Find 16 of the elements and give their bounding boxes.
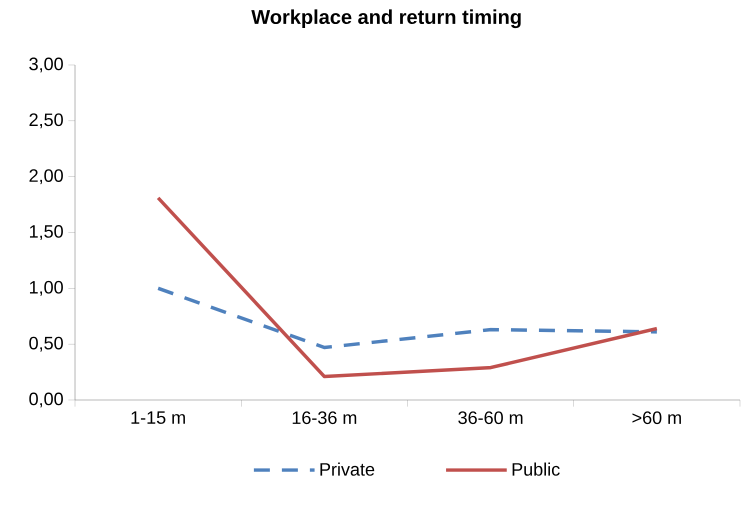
chart-title: Workplace and return timing — [251, 9, 521, 28]
y-tick-label: 2,50 — [29, 113, 63, 128]
y-tick-label: 0,50 — [29, 336, 63, 352]
y-tick-label: 1,00 — [30, 280, 63, 296]
x-tick-label: 16-36 m — [292, 411, 356, 424]
line-series — [156, 196, 659, 378]
x-tick-label: >60 m — [632, 411, 681, 424]
x-tick-label: 1-15 m — [132, 411, 185, 424]
x-tick-label: 36-60 m — [458, 411, 522, 424]
y-tick-label: 0,00 — [29, 392, 63, 408]
legend-label: Private — [320, 462, 374, 476]
legend-label: Public — [512, 462, 560, 476]
y-tick-label: 2,00 — [29, 169, 63, 184]
line-series — [156, 286, 659, 350]
y-tick-label: 1,50 — [30, 225, 63, 240]
y-tick-label: 3,00 — [29, 58, 63, 72]
